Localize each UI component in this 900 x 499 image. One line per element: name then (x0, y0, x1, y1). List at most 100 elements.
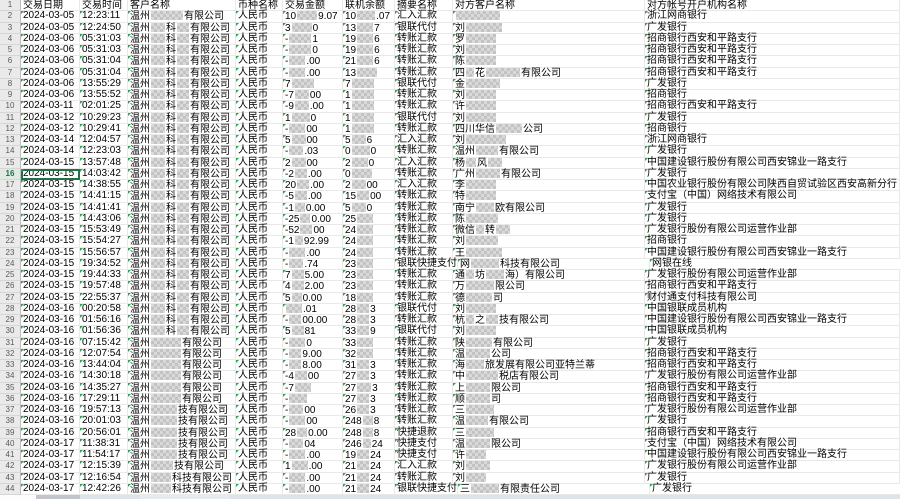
cell-summary[interactable]: 汇入汇款 (395, 460, 453, 473)
row-number[interactable]: 35 (0, 382, 21, 394)
cell-summary[interactable]: 转账汇款 (395, 55, 453, 68)
cell-summary[interactable]: 银联快捷支付 (395, 482, 458, 495)
cell-bank[interactable]: 广发银行 (650, 483, 900, 495)
cell-currency[interactable]: 人民币 (236, 438, 283, 450)
row-number[interactable]: 23 (0, 247, 21, 259)
row-number[interactable]: 18 (0, 191, 21, 203)
cell-amount[interactable]: -1 92.99 (283, 236, 343, 248)
cell-customer[interactable]: 温州 有限公司 (128, 337, 236, 349)
cell-time[interactable]: 13:57:48 (80, 157, 128, 169)
cell-counterparty[interactable]: 特 (453, 191, 645, 203)
cell-date[interactable]: 2024-03-15 (21, 280, 80, 293)
cell-summary[interactable]: 转账汇款 (395, 44, 453, 57)
cell-time[interactable]: 12:42:26 (80, 483, 128, 495)
cell-currency[interactable]: 人民币 (236, 202, 283, 214)
cell-currency[interactable]: 人民币 (236, 359, 283, 372)
cell-counterparty[interactable]: 上限公司 (453, 382, 645, 394)
cell-date[interactable]: 2024-03-16 (21, 348, 80, 360)
cell-time[interactable]: 19:57:48 (80, 280, 128, 293)
cell-date[interactable]: 2024-03-16 (21, 382, 80, 394)
cell-counterparty[interactable]: 刘 (453, 45, 645, 57)
cell-bank[interactable]: 招商银行西安和平路支行 (645, 100, 900, 113)
row-number[interactable]: 16 (0, 168, 21, 180)
row-number[interactable]: 38 (0, 416, 21, 428)
cell-currency[interactable]: 人民币 (236, 67, 283, 79)
row-number[interactable]: 31 (0, 337, 21, 349)
cell-summary[interactable]: 转账汇款 (395, 67, 453, 79)
cell-summary[interactable]: 转账汇款 (395, 415, 453, 428)
cell-time[interactable]: 12:23:03 (80, 145, 128, 158)
cell-currency[interactable]: 人民币 (236, 224, 283, 237)
cell-counterparty[interactable]: 陈 (453, 213, 645, 225)
cell-date[interactable]: 2024-03-12 (21, 123, 80, 135)
cell-customer[interactable]: 温州 有限公司 (128, 11, 236, 23)
cell-date[interactable]: 2024-03-16 (21, 325, 80, 338)
cell-time[interactable]: 15:53:49 (80, 224, 128, 237)
column-header-customer[interactable]: 客户名称 (128, 0, 236, 12)
cell-date[interactable]: 2024-03-16 (21, 370, 80, 383)
cell-time[interactable]: 11:54:17 (80, 449, 128, 462)
cell-date[interactable]: 2024-03-15 (21, 157, 80, 169)
row-number[interactable]: 24 (0, 258, 21, 270)
cell-customer[interactable]: 温州科有限公司 (128, 202, 236, 214)
cell-counterparty[interactable]: 刘 (453, 22, 645, 34)
cell-customer[interactable]: 温州 科技有限公司 (128, 483, 236, 495)
row-number[interactable]: 5 (0, 45, 21, 57)
cell-summary[interactable]: 转账汇款 (395, 359, 453, 372)
cell-currency[interactable]: 人民币 (236, 100, 283, 113)
cell-summary[interactable]: 转账汇款 (395, 280, 453, 293)
cell-bank[interactable]: 招商银行 (645, 235, 900, 248)
cell-amount[interactable]: 5 00 (283, 135, 343, 147)
cell-summary[interactable]: 转账汇款 (395, 314, 453, 327)
cell-balance[interactable]: 24 (343, 247, 395, 259)
cell-customer[interactable]: 温州科有限公司 (128, 112, 236, 124)
cell-currency[interactable]: 人民币 (236, 190, 283, 203)
cell-time[interactable]: 11:38:31 (80, 438, 128, 450)
cell-currency[interactable]: 人民币 (236, 134, 283, 147)
cell-date[interactable]: 2024-03-06 (21, 89, 80, 102)
row-number[interactable]: 22 (0, 236, 21, 248)
cell-balance[interactable]: 10.07 (343, 11, 395, 23)
cell-time[interactable]: 13:55:52 (80, 89, 128, 102)
cell-customer[interactable]: 温州科有限公司 (128, 292, 236, 304)
cell-time[interactable]: 05:31:03 (80, 33, 128, 45)
cell-balance[interactable]: 15 00 (343, 191, 395, 203)
cell-customer[interactable]: 温州 有限公司 (128, 360, 236, 372)
cell-time[interactable]: 14:41:41 (80, 202, 128, 214)
cell-amount[interactable]: -25 0.00 (283, 213, 343, 225)
cell-amount[interactable]: 2 00 (283, 157, 343, 169)
cell-counterparty[interactable]: 网科技有限公司 (458, 258, 650, 270)
cell-balance[interactable]: 0 (343, 168, 395, 180)
cell-customer[interactable]: 温州科有限公司 (128, 22, 236, 34)
cell-balance[interactable]: 248 8 (343, 427, 395, 439)
cell-time[interactable]: 12:24:50 (80, 22, 128, 34)
cell-date[interactable]: 2024-03-17 (21, 438, 80, 450)
row-number[interactable]: 14 (0, 146, 21, 158)
row-number[interactable]: 9 (0, 90, 21, 102)
cell-amount[interactable]: 28 0.00 (283, 427, 343, 439)
cell-date[interactable]: 2024-03-16 (21, 393, 80, 405)
cell-date[interactable]: 2024-03-06 (21, 55, 80, 68)
cell-amount[interactable]: -00 (283, 416, 343, 428)
cell-amount[interactable]: - .00 (283, 450, 343, 462)
cell-time[interactable]: 13:44:04 (80, 359, 128, 372)
cell-balance[interactable]: 19 24 (343, 450, 395, 462)
cell-time[interactable]: 05:31:03 (80, 44, 128, 57)
cell-customer[interactable]: 温州科有限公司 (128, 157, 236, 169)
cell-balance[interactable]: 24 (343, 225, 395, 237)
cell-summary[interactable]: 银联代付 (395, 22, 453, 34)
cell-time[interactable]: 19:44:33 (80, 269, 128, 282)
cell-customer[interactable]: 温州科有限公司 (128, 56, 236, 68)
cell-summary[interactable]: 转账汇款 (395, 247, 453, 259)
cell-customer[interactable]: 温州科有限公司 (128, 180, 236, 192)
cell-summary[interactable]: 转账汇款 (395, 382, 453, 394)
cell-amount[interactable]: 7 5.00 (283, 270, 343, 282)
cell-counterparty[interactable]: 南宁 欧有限公司 (453, 202, 645, 214)
cell-customer[interactable]: 温州科有限公司 (128, 258, 236, 270)
cell-counterparty[interactable]: 许 (453, 101, 645, 113)
cell-summary[interactable]: 转账汇款 (395, 123, 453, 135)
cell-time[interactable]: 14:38:55 (80, 179, 128, 192)
column-header-summary[interactable]: 摘要名称 (395, 0, 453, 12)
